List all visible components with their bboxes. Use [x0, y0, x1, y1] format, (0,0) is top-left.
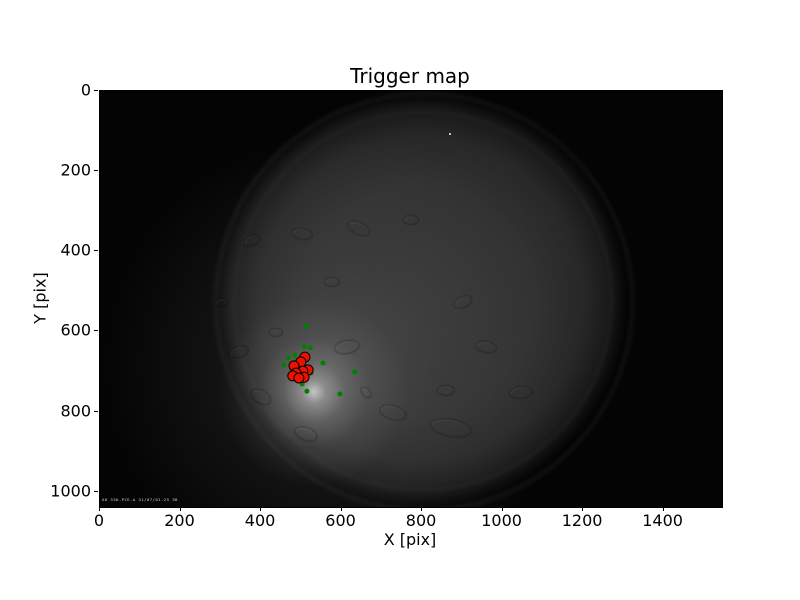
y-tick — [94, 250, 98, 252]
cluster-hits-green-point — [301, 344, 307, 350]
cluster-hits-green-point — [285, 355, 291, 361]
x-tick — [582, 507, 584, 511]
plot-title: Trigger map — [350, 64, 470, 88]
x-tick — [421, 507, 423, 511]
cluster-hits-green-point — [320, 360, 326, 366]
x-tick — [260, 507, 262, 511]
camera-image: AH 336-PCE-A 31/07/01.25 3B — [100, 91, 722, 507]
y-axis-label: Y [pix] — [30, 272, 50, 324]
y-tick-label: 800 — [60, 401, 91, 421]
y-tick — [94, 410, 98, 412]
hot-pixel — [448, 132, 451, 135]
cluster-hits-green-point — [307, 345, 313, 351]
x-tick-label: 1200 — [561, 511, 603, 530]
y-tick-label: 0 — [80, 80, 91, 100]
x-tick-label: 800 — [405, 511, 437, 530]
x-tick-label: 200 — [164, 511, 195, 530]
x-tick — [340, 507, 342, 511]
blemish-blob — [269, 327, 283, 337]
x-tick — [501, 507, 503, 511]
cluster-hits-green-point — [303, 323, 309, 329]
y-tick-label: 400 — [60, 240, 91, 260]
x-tick — [662, 507, 664, 511]
x-axis-label: X [pix] — [383, 530, 437, 549]
y-tick-label: 200 — [60, 160, 91, 180]
cluster-hits-green-point — [304, 388, 310, 394]
blemish-blob — [215, 297, 229, 307]
camera-overlay-text: AH 336-PCE-A 31/07/01.25 3B — [102, 497, 178, 502]
y-tick — [94, 170, 98, 172]
triggered-pixels-red-point — [293, 372, 305, 384]
blemish-blob — [437, 384, 455, 396]
y-tick-label: 600 — [60, 320, 91, 340]
x-tick-label: 600 — [325, 511, 356, 530]
x-tick-label: 0 — [93, 511, 105, 530]
x-tick-label: 1400 — [642, 511, 683, 530]
plot-area: AH 336-PCE-A 31/07/01.25 3B — [99, 90, 723, 508]
cluster-hits-green-point — [337, 391, 343, 397]
scatter-layer — [281, 323, 358, 397]
y-tick — [94, 490, 98, 492]
x-tick — [99, 507, 100, 511]
y-tick — [94, 90, 98, 91]
y-tick-label: 1000 — [50, 481, 91, 501]
cluster-hits-green-point — [281, 362, 287, 368]
blemish-blob — [324, 277, 340, 287]
x-tick — [179, 507, 181, 511]
cluster-hits-green-point — [292, 352, 298, 358]
x-tick-label: 400 — [244, 511, 276, 530]
x-tick-label: 1000 — [481, 511, 522, 530]
blemish-blob — [403, 215, 419, 225]
y-tick — [94, 330, 98, 332]
cluster-hits-green-point — [352, 369, 358, 375]
